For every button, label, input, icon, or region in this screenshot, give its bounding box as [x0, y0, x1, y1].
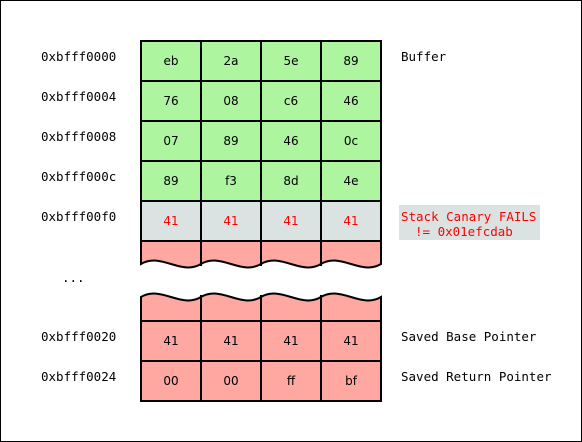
- byte-value: bf: [345, 374, 358, 388]
- canary-alert-title: Stack Canary FAILS: [401, 209, 536, 224]
- memory-row: 0xbfff0008 07 89 46 0c: [41, 120, 382, 162]
- byte-value: 89: [343, 54, 358, 68]
- row-address: 0xbfff000c: [41, 169, 116, 184]
- byte-value: f3: [225, 174, 237, 188]
- memory-row: 0xbfff0000 eb 2a 5e 89 Buffer: [41, 40, 447, 82]
- byte-value: 0c: [344, 134, 358, 148]
- byte-cell: [140, 80, 202, 122]
- byte-cell: [260, 160, 322, 202]
- memory-rows: 0xbfff0000 eb 2a 5e 89 Buffer 0xbfff0004 76 08 c6…: [41, 40, 552, 402]
- region-label: Buffer: [401, 49, 447, 64]
- byte-value: 41: [343, 214, 358, 228]
- torn-bottom-dividers: [200, 295, 322, 321]
- byte-value: c6: [284, 94, 298, 108]
- byte-value: 76: [163, 94, 178, 108]
- memory-row: 0xbfff0004 76 08 c6 46: [41, 80, 382, 122]
- byte-value: 00: [223, 374, 238, 388]
- byte-cell: [200, 40, 262, 82]
- gap-ellipsis: ...: [62, 270, 85, 285]
- byte-value: 41: [283, 214, 298, 228]
- byte-value: 89: [223, 134, 238, 148]
- byte-value: eb: [164, 54, 179, 68]
- byte-value: 00: [163, 374, 178, 388]
- byte-cell: [320, 120, 382, 162]
- byte-value: 08: [223, 94, 238, 108]
- byte-cell: [320, 160, 382, 202]
- byte-value: 41: [283, 334, 298, 348]
- canary-alert-expected-value: != 0x01efcdab: [415, 224, 513, 239]
- byte-value: 41: [223, 334, 238, 348]
- byte-value: 46: [343, 94, 358, 108]
- row-address: 0xbfff0000: [41, 49, 116, 64]
- byte-value: 41: [163, 334, 178, 348]
- byte-value: 8d: [283, 174, 298, 188]
- row-address: 0xbfff0020: [41, 329, 116, 344]
- byte-value: 46: [283, 134, 298, 148]
- byte-cell: [200, 360, 262, 402]
- canary-alert: Stack Canary FAILS != 0x01efcdab: [399, 205, 540, 240]
- byte-value: 41: [163, 214, 178, 228]
- byte-cell: [320, 360, 382, 402]
- byte-value: 5e: [283, 54, 298, 68]
- byte-value: 41: [343, 334, 358, 348]
- byte-cell: [260, 200, 322, 242]
- region-label: Saved Base Pointer: [401, 329, 537, 344]
- byte-value: 2a: [224, 54, 239, 68]
- byte-value: 07: [163, 134, 178, 148]
- row-address: 0xbfff0024: [41, 369, 116, 384]
- row-address: 0xbfff00f0: [41, 209, 116, 224]
- byte-value: 41: [223, 214, 238, 228]
- byte-cell: [200, 120, 262, 162]
- torn-top-dividers: [200, 241, 322, 266]
- byte-cell: [320, 200, 382, 242]
- memory-row: 0xbfff0024 00 00 ff bf Saved Return Pointer: [41, 360, 552, 402]
- byte-value: 89: [163, 174, 178, 188]
- byte-cell: [320, 40, 382, 82]
- byte-value: ff: [287, 374, 296, 388]
- torn-gap: ...: [62, 240, 382, 322]
- row-address: 0xbfff0008: [41, 129, 116, 144]
- byte-cell: [200, 320, 262, 362]
- byte-value: 4e: [343, 174, 358, 188]
- region-label: Saved Return Pointer: [401, 369, 552, 384]
- canary-alert-background: [399, 205, 540, 240]
- row-address: 0xbfff0004: [41, 89, 116, 104]
